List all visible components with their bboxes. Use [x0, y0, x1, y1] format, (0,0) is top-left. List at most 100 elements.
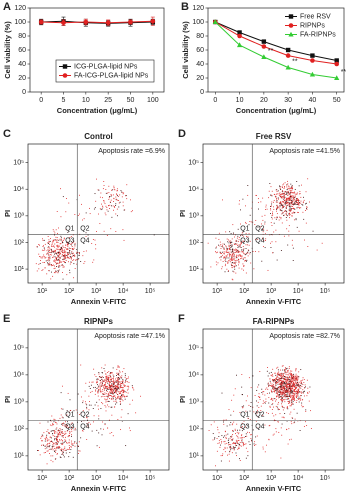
event-dot [108, 371, 110, 373]
event-dot [284, 385, 286, 387]
event-dot [48, 433, 50, 434]
event-dot [52, 461, 54, 463]
event-dot [123, 392, 125, 393]
event-dot [296, 396, 298, 398]
event-dot [283, 407, 285, 409]
event-dot [56, 256, 58, 258]
event-dot [47, 445, 49, 447]
event-dot [58, 248, 60, 250]
event-dot [289, 385, 290, 387]
panel-label: C [3, 128, 11, 140]
event-dot [225, 436, 227, 438]
event-dot [310, 410, 312, 412]
event-dot [285, 213, 287, 215]
y-tick-label: 120 [192, 5, 204, 12]
event-dot [293, 376, 295, 378]
event-dot [249, 444, 251, 445]
event-dot [237, 247, 239, 249]
event-dot [108, 398, 110, 400]
event-dot [282, 399, 284, 401]
event-dot [75, 259, 76, 261]
event-dot [279, 389, 281, 391]
event-dot [232, 248, 234, 250]
event-dot [294, 385, 296, 387]
event-dot [221, 455, 223, 457]
event-dot [283, 399, 285, 401]
event-dot [238, 258, 239, 260]
event-dot [69, 433, 71, 435]
event-dot [56, 423, 58, 425]
event-dot [74, 242, 76, 244]
event-dot [271, 195, 273, 197]
event-dot [296, 380, 298, 382]
event-dot [232, 443, 234, 445]
event-dot [274, 391, 276, 393]
event-dot [297, 379, 299, 381]
event-dot [54, 261, 56, 263]
event-dot [47, 450, 49, 452]
event-dot [118, 377, 120, 379]
event-dot [212, 433, 214, 435]
event-dot [237, 249, 239, 251]
event-dot [274, 398, 276, 400]
event-dot [284, 413, 286, 414]
event-dot [286, 395, 288, 397]
event-dot [49, 252, 51, 254]
event-dot [51, 425, 53, 427]
marker [310, 53, 315, 58]
event-dot [57, 272, 59, 274]
event-dot [72, 248, 74, 250]
event-dot [242, 234, 243, 236]
event-dot [290, 202, 292, 204]
event-dot [291, 375, 293, 377]
event-dot [272, 400, 274, 402]
event-dot [294, 384, 296, 386]
event-dot [115, 385, 116, 387]
event-dot [245, 222, 247, 224]
event-dot [120, 416, 122, 418]
event-dot [262, 393, 264, 395]
event-dot [292, 376, 294, 378]
event-dot [55, 448, 57, 450]
event-dot [270, 222, 272, 224]
event-dot [63, 237, 65, 239]
event-dot [60, 264, 62, 266]
event-dot [111, 386, 113, 388]
event-dot [265, 398, 267, 400]
event-dot [289, 193, 291, 195]
event-dot [56, 438, 58, 440]
event-dot [265, 204, 267, 206]
event-dot [52, 257, 54, 259]
event-dot [226, 425, 228, 427]
event-dot [287, 382, 289, 384]
event-dot [279, 409, 280, 410]
event-dot [229, 450, 231, 452]
event-dot [291, 384, 293, 386]
event-dot [70, 449, 72, 451]
event-dot [303, 196, 304, 198]
event-dot [61, 431, 63, 433]
event-dot [287, 194, 289, 196]
event-dot [240, 427, 242, 428]
event-dot [101, 377, 103, 379]
event-dot [102, 188, 104, 190]
event-dot [61, 240, 63, 242]
event-dot [114, 386, 116, 388]
event-dot [49, 264, 51, 266]
event-dot [283, 391, 285, 393]
event-dot [241, 439, 243, 441]
event-dot [48, 258, 49, 260]
event-dot [281, 416, 283, 418]
event-dot [291, 380, 293, 382]
event-dot [44, 440, 46, 442]
event-dot [120, 387, 122, 389]
event-dot [224, 451, 226, 453]
event-dot [284, 398, 286, 400]
event-dot [216, 246, 217, 248]
event-dot [272, 213, 273, 214]
event-dot [216, 438, 218, 439]
event-dot [124, 391, 126, 393]
event-dot [292, 378, 294, 380]
event-dot [75, 429, 77, 431]
event-dot [72, 234, 74, 236]
